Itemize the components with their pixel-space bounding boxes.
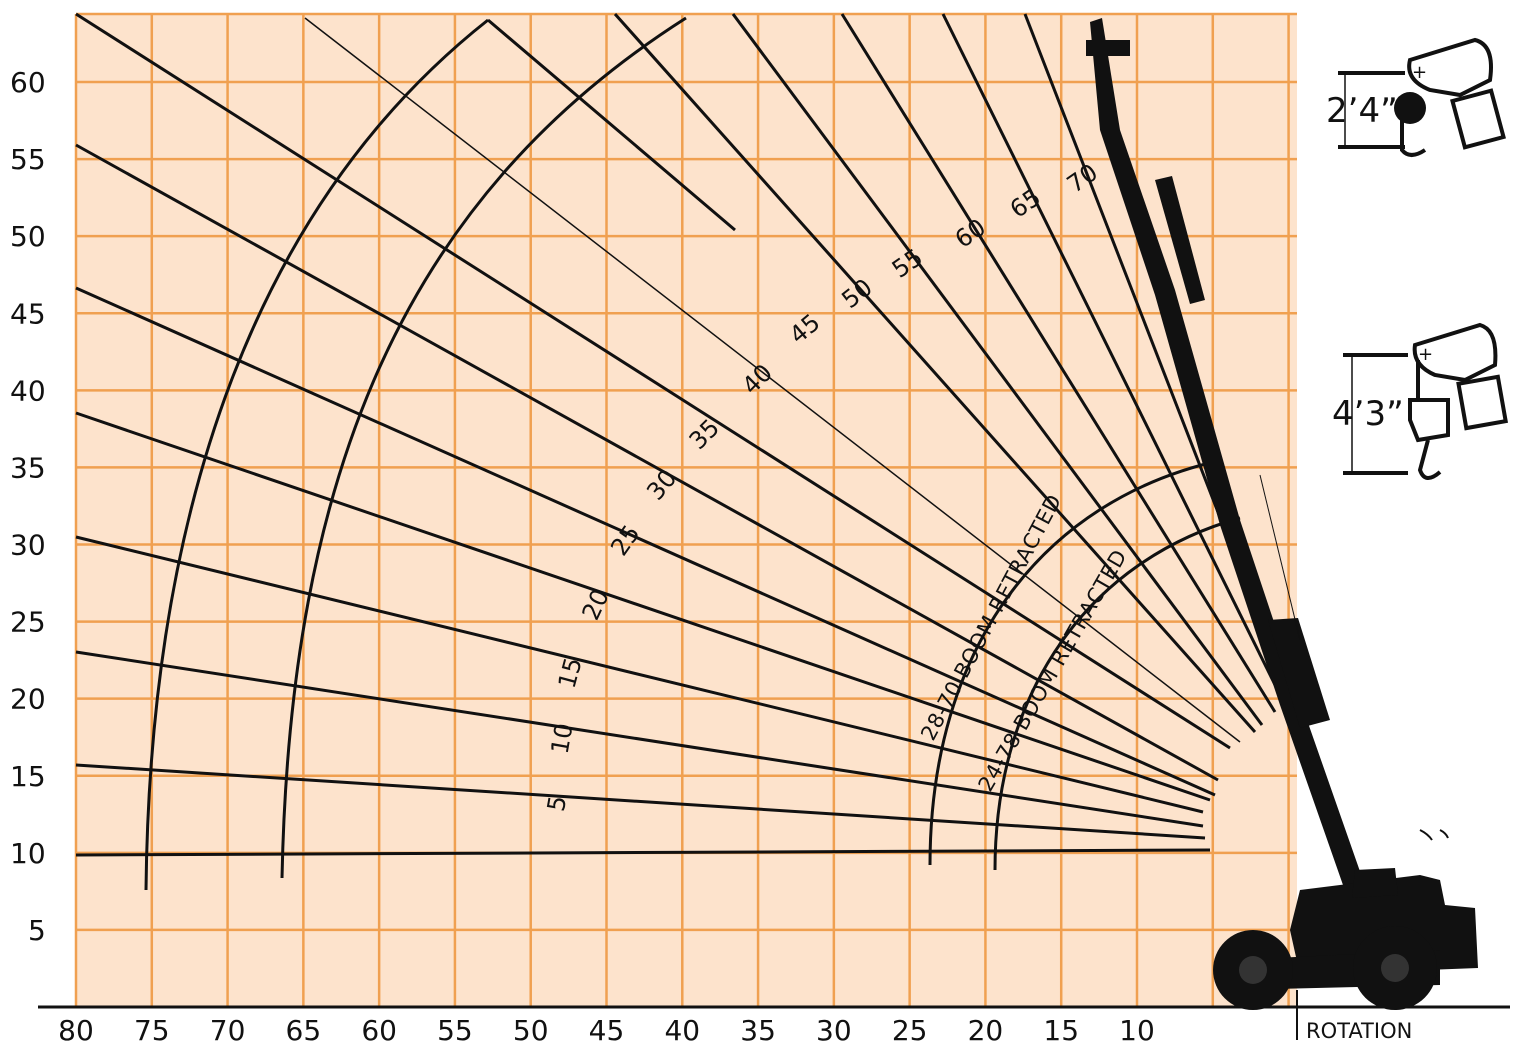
y-tick-label: 35 — [10, 451, 46, 484]
x-tick-label: 75 — [134, 1014, 170, 1047]
angle-line — [75, 763, 1206, 840]
angle-line — [304, 17, 1241, 743]
angle-label: 5 — [542, 794, 572, 814]
angle-line — [731, 13, 1264, 726]
radius-arc — [144, 18, 736, 891]
x-tick-label: 30 — [816, 1014, 852, 1047]
y-tick-label: 50 — [10, 220, 46, 253]
x-axis-ticks: 80 75 70 65 60 55 50 45 40 35 30 25 20 15 10 — [58, 1014, 1155, 1047]
y-tick-label: 30 — [10, 529, 46, 562]
angle-line — [75, 848, 1211, 857]
y-tick-label: 5 — [28, 914, 46, 947]
angle-line — [613, 13, 1257, 733]
x-tick-label: 45 — [589, 1014, 625, 1047]
angle-line — [75, 411, 1211, 802]
y-tick-label: 60 — [10, 66, 46, 99]
x-tick-label: 15 — [1043, 1014, 1079, 1047]
hook-block-icon — [1394, 92, 1426, 124]
angle-line — [941, 13, 1287, 706]
svg-text:+: + — [1418, 344, 1433, 365]
radius-arc — [993, 516, 1241, 871]
x-tick-label: 80 — [58, 1014, 94, 1047]
y-tick-label: 15 — [10, 760, 46, 793]
grid-background — [76, 14, 1297, 1007]
y-tick-label: 10 — [10, 837, 46, 870]
rotation-label: ROTATION — [1306, 1019, 1412, 1043]
angle-line — [75, 535, 1204, 814]
x-tick-label: 40 — [664, 1014, 700, 1047]
x-tick-label: 35 — [740, 1014, 776, 1047]
y-tick-label: 20 — [10, 683, 46, 716]
svg-text:+: + — [1412, 62, 1427, 83]
angle-line — [75, 12, 1231, 750]
angle-line — [840, 13, 1277, 713]
hook-block-icon — [1408, 360, 1450, 443]
hook-bottom-detail: + 4’3” — [1332, 322, 1509, 480]
x-tick-label: 65 — [286, 1014, 322, 1047]
hook-top-dimension: 2’4” — [1326, 91, 1398, 131]
hook-top-detail: + 2’4” — [1326, 37, 1506, 157]
x-tick-label: 50 — [513, 1014, 549, 1047]
radius-arc — [280, 16, 687, 879]
y-tick-label: 45 — [10, 297, 46, 330]
x-tick-label: 60 — [361, 1014, 397, 1047]
radius-arc — [928, 458, 1223, 866]
radius-arcs — [144, 16, 1241, 891]
angle-line — [75, 650, 1204, 828]
hook-bottom-dimension: 4’3” — [1332, 394, 1404, 434]
x-tick-label: 70 — [210, 1014, 246, 1047]
y-axis-ticks: 60 55 50 45 40 35 30 25 20 15 10 5 — [10, 66, 46, 947]
y-tick-label: 55 — [10, 143, 46, 176]
x-tick-label: 10 — [1119, 1014, 1155, 1047]
x-tick-label: 20 — [968, 1014, 1004, 1047]
angle-label: 10 — [546, 721, 579, 756]
x-tick-label: 55 — [437, 1014, 473, 1047]
x-tick-label: 25 — [892, 1014, 928, 1047]
y-tick-label: 25 — [10, 606, 46, 639]
angle-line — [75, 143, 1219, 782]
telehandler-silhouette-icon — [1086, 18, 1478, 1010]
y-tick-label: 40 — [10, 374, 46, 407]
